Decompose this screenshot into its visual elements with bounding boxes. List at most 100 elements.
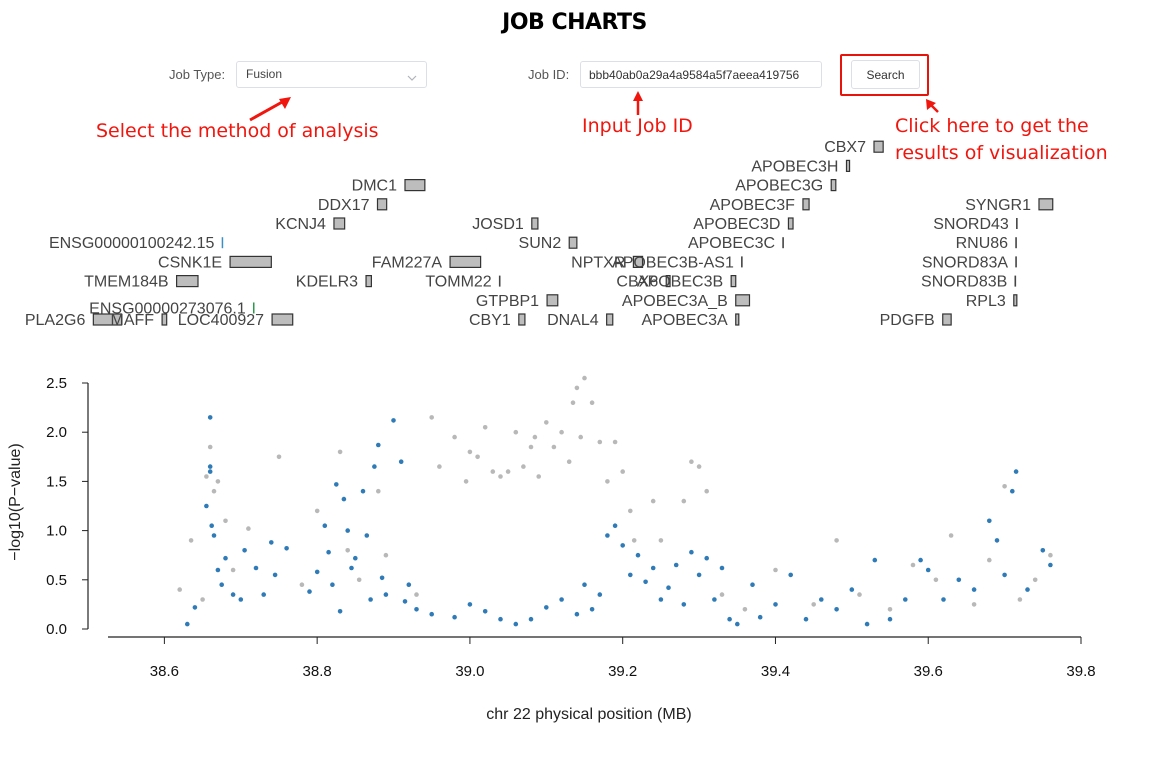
data-point <box>1048 552 1053 558</box>
data-point <box>658 538 664 543</box>
significant-point <box>689 549 694 555</box>
data-point <box>681 498 687 504</box>
data-point <box>857 592 862 597</box>
job-type-select[interactable]: Fusion <box>236 61 427 88</box>
significant-point <box>207 415 213 420</box>
significant-point <box>971 587 977 592</box>
significant-point <box>673 562 679 568</box>
data-point <box>188 538 194 543</box>
y-tick-label: 1.5 <box>46 473 67 490</box>
x-axis-label: chr 22 physical position (MB) <box>486 706 691 723</box>
significant-point <box>1040 548 1046 553</box>
data-point <box>429 415 435 420</box>
significant-point <box>230 592 236 597</box>
significant-point <box>735 621 740 627</box>
data-point <box>597 439 603 445</box>
data-point <box>276 454 282 460</box>
significant-point <box>452 614 457 620</box>
significant-point <box>307 589 312 594</box>
data-point <box>211 488 217 494</box>
gene-label: RPL3 <box>966 293 1006 310</box>
data-point <box>1002 484 1007 489</box>
data-point <box>773 567 778 573</box>
significant-point <box>956 577 962 583</box>
significant-point <box>643 579 648 585</box>
significant-point <box>757 614 763 620</box>
gene-box <box>735 294 751 307</box>
gene-label: GTPBP1 <box>476 293 539 310</box>
significant-point <box>1013 469 1019 474</box>
significant-point <box>513 621 519 627</box>
data-point <box>207 444 213 450</box>
x-tick-label: 39.2 <box>608 663 637 680</box>
data-point <box>314 508 320 514</box>
data-point <box>689 459 694 465</box>
annotation-visualize-line1: Click here to get the <box>895 115 1089 137</box>
significant-point <box>994 538 1000 543</box>
gene-label: APOBEC3D <box>693 216 780 233</box>
significant-point <box>383 592 389 597</box>
gene-box <box>518 313 526 326</box>
job-id-input[interactable] <box>580 61 822 88</box>
gene-box <box>271 313 294 326</box>
significant-point <box>402 599 408 604</box>
data-point <box>215 479 221 484</box>
significant-point <box>284 546 289 551</box>
data-point <box>605 479 610 484</box>
data-point <box>246 526 251 531</box>
significant-point <box>207 464 213 469</box>
gene-label: APOBEC3C <box>688 235 775 252</box>
significant-point <box>192 605 198 610</box>
significant-point <box>719 565 725 571</box>
significant-point <box>498 616 503 622</box>
gene-label: APOBEC3H <box>751 158 838 175</box>
data-point <box>467 449 473 455</box>
data-point <box>177 587 182 592</box>
significant-point <box>1048 562 1053 568</box>
x-tick-label: 39.4 <box>761 663 790 680</box>
gene-label: SNORD83A <box>922 254 1009 271</box>
significant-point <box>238 597 244 602</box>
x-tick-label: 38.8 <box>303 663 332 680</box>
data-point <box>544 420 549 425</box>
data-point <box>505 469 511 474</box>
data-point <box>356 577 362 583</box>
gene-box <box>632 255 644 268</box>
data-point <box>631 538 637 543</box>
gene-label: APOBEC3F <box>710 197 796 214</box>
data-point <box>536 474 541 479</box>
significant-point <box>349 565 354 571</box>
significant-point <box>987 518 992 524</box>
gene-box <box>735 313 740 326</box>
significant-point <box>864 621 870 627</box>
x-tick-label: 38.6 <box>150 663 179 680</box>
gene-box <box>229 255 272 268</box>
job-id-label: Job ID: <box>528 67 570 82</box>
data-point <box>498 474 503 479</box>
data-point <box>475 454 480 460</box>
y-tick-label: 2.0 <box>46 424 67 441</box>
gene-label: LOC400927 <box>178 312 264 329</box>
chevron-down-icon <box>406 70 418 88</box>
search-button[interactable]: Search <box>851 60 920 89</box>
gene-box <box>449 255 482 268</box>
data-point <box>811 602 816 607</box>
data-point <box>719 592 725 597</box>
data-point <box>463 479 469 484</box>
annotation-visualize-line2: results of visualization <box>895 142 1108 164</box>
search-highlight-box <box>840 54 929 96</box>
significant-point <box>360 488 366 494</box>
x-tick-label: 39.6 <box>914 663 943 680</box>
gene-label: SYNGR1 <box>965 197 1031 214</box>
data-point <box>628 508 633 514</box>
gene-label: SNORD43 <box>933 216 1009 233</box>
y-axis-label: −log10(P−value) <box>7 443 24 560</box>
gene-box <box>531 217 539 230</box>
significant-point <box>750 582 755 587</box>
significant-point <box>834 607 839 612</box>
data-point <box>589 400 595 406</box>
data-point <box>834 538 839 543</box>
gene-label: CBY1 <box>469 312 511 329</box>
significant-point <box>353 555 358 561</box>
significant-point <box>368 597 373 602</box>
